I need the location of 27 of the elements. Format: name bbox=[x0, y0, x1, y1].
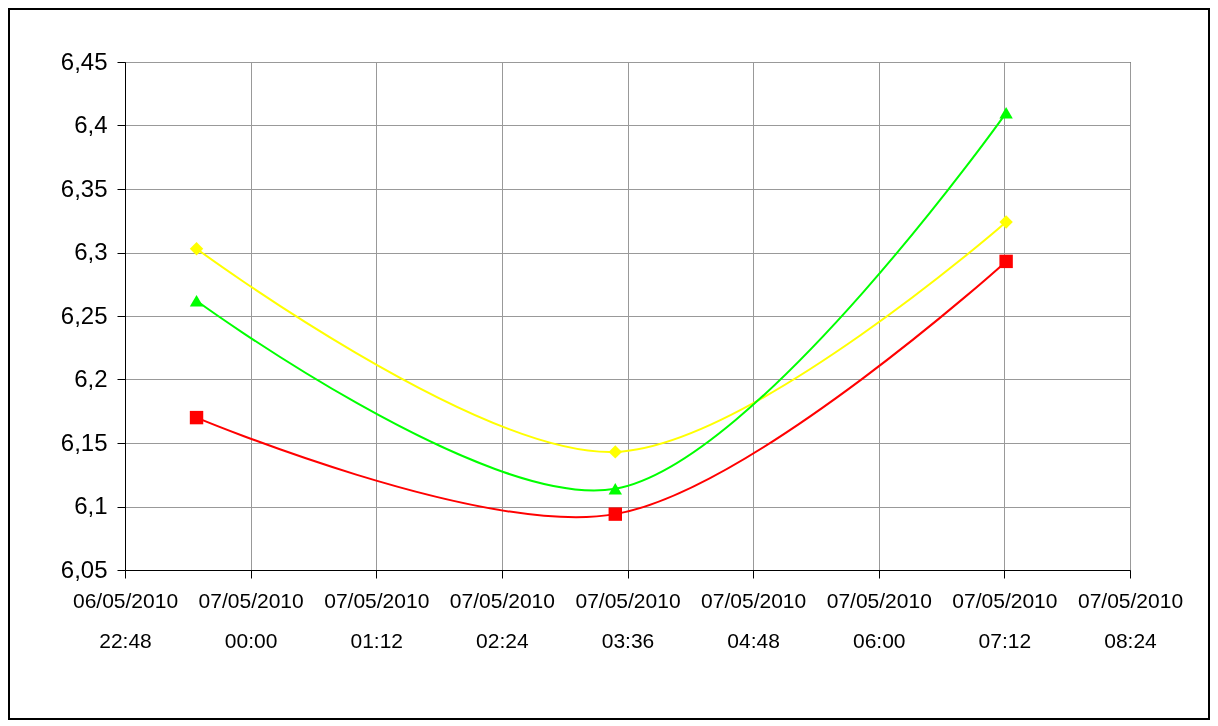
point bbox=[189, 241, 204, 256]
y-tick-label: 6,3 bbox=[74, 238, 108, 265]
y-tick-label: 6,15 bbox=[60, 428, 108, 456]
x-tick-label: 07/05/2010 08:24 bbox=[1077, 588, 1184, 652]
x-tick-label: 07/05/2010 02:24 bbox=[449, 588, 555, 652]
x-tick-label: 07/05/2010 07:12 bbox=[952, 588, 1058, 652]
y-tick-label: 6,35 bbox=[60, 174, 108, 202]
y-tick-label: 6,4 bbox=[74, 111, 108, 138]
x-tick-label: 07/05/2010 04:48 bbox=[701, 588, 807, 652]
point bbox=[189, 410, 204, 425]
point bbox=[608, 445, 622, 459]
point bbox=[608, 507, 622, 521]
y-tick-label: 6,1 bbox=[74, 492, 108, 519]
y-tick-label: 6,25 bbox=[60, 301, 108, 329]
y-tick-label: 6,2 bbox=[74, 365, 108, 392]
point bbox=[999, 254, 1013, 269]
y-tick-label: 6,45 bbox=[60, 47, 108, 75]
point bbox=[189, 294, 204, 307]
point bbox=[608, 482, 622, 495]
x-tick-label: 06/05/2010 22:48 bbox=[72, 588, 179, 652]
x-tick-label: 07/05/2010 06:00 bbox=[826, 588, 932, 652]
y-tick-label: 6,05 bbox=[60, 555, 108, 583]
point bbox=[999, 106, 1013, 119]
x-tick-label: 07/05/2010 03:36 bbox=[575, 588, 681, 652]
point bbox=[999, 215, 1013, 229]
x-tick-label: 07/05/2010 00:00 bbox=[198, 588, 304, 652]
x-tick-label: 07/05/2010 01:12 bbox=[324, 588, 430, 652]
